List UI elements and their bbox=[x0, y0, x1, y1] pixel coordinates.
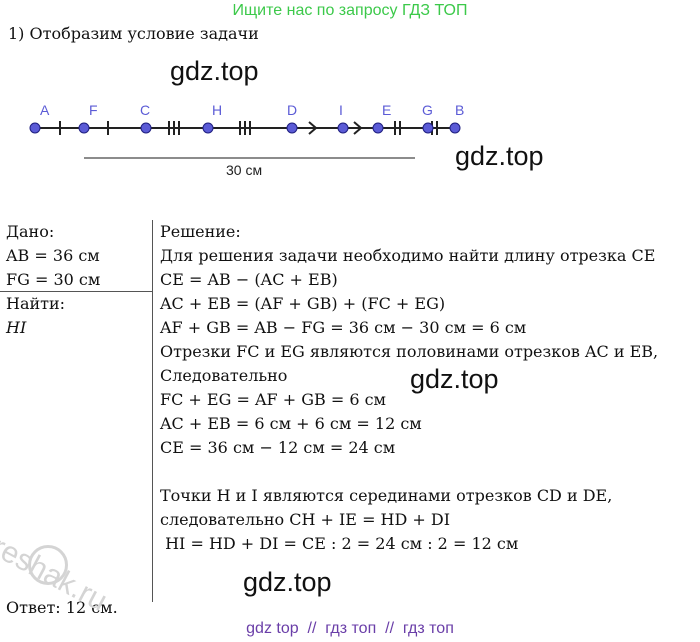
point-label: B bbox=[455, 102, 464, 118]
copyright-icon bbox=[28, 545, 68, 585]
watermark: gdz.top bbox=[170, 56, 259, 86]
solution-line: CE = 36 см − 12 см = 24 см bbox=[160, 438, 396, 457]
solution-line: FC + EG = AF + GB = 6 см bbox=[160, 390, 386, 409]
segment-diagram: A F C H D I E G B 30 см bbox=[29, 102, 464, 178]
find-value: HI bbox=[6, 318, 27, 337]
given-line: AB = 36 см bbox=[6, 246, 100, 265]
solution-line: Отрезки FC и EG являются половинами отре… bbox=[160, 342, 659, 361]
step-title: 1) Отобразим условие задачи bbox=[8, 24, 259, 43]
find-title: Найти: bbox=[6, 294, 66, 313]
banner: Ищите нас по запросу ГДЗ ТОП bbox=[232, 2, 468, 19]
point-label: G bbox=[422, 102, 433, 118]
point-label: D bbox=[287, 102, 297, 118]
solution-line: Точки H и I являются серединами отрезков… bbox=[160, 486, 613, 505]
solution-line: AC + EB = (AF + GB) + (FC + EG) bbox=[160, 294, 446, 313]
solution-title: Решение: bbox=[160, 222, 241, 241]
watermark: gdz.top bbox=[455, 141, 544, 171]
point-label: E bbox=[382, 102, 391, 118]
given-line: FG = 30 см bbox=[6, 270, 101, 289]
measure-label: 30 см bbox=[226, 162, 262, 178]
solution-line: Следовательно bbox=[160, 366, 288, 385]
point-label: F bbox=[89, 102, 98, 118]
solution-line: HI = HD + DI = CE : 2 = 24 см : 2 = 12 с… bbox=[160, 534, 519, 553]
watermark: gdz.top bbox=[410, 364, 499, 394]
column-divider bbox=[152, 220, 153, 602]
watermark: gdz.top bbox=[243, 567, 332, 597]
given-title: Дано: bbox=[6, 222, 55, 241]
point-label: I bbox=[339, 102, 343, 118]
footer: gdz top // гдз топ // гдз топ bbox=[246, 620, 454, 637]
answer: Ответ: 12 см. bbox=[6, 598, 118, 617]
solution-line: CE = AB − (AC + EB) bbox=[160, 270, 338, 289]
solution-line: AC + EB = 6 см + 6 см = 12 см bbox=[160, 414, 422, 433]
solution-line: следовательно CH + IE = HD + DI bbox=[160, 510, 451, 529]
point-label: A bbox=[40, 102, 50, 118]
solution-line: Для решения задачи необходимо найти длин… bbox=[160, 246, 656, 265]
point-label: C bbox=[140, 102, 150, 118]
point-label: H bbox=[212, 102, 222, 118]
given-divider bbox=[0, 291, 152, 292]
solution-line: AF + GB = AB − FG = 36 см − 30 см = 6 см bbox=[160, 318, 527, 337]
